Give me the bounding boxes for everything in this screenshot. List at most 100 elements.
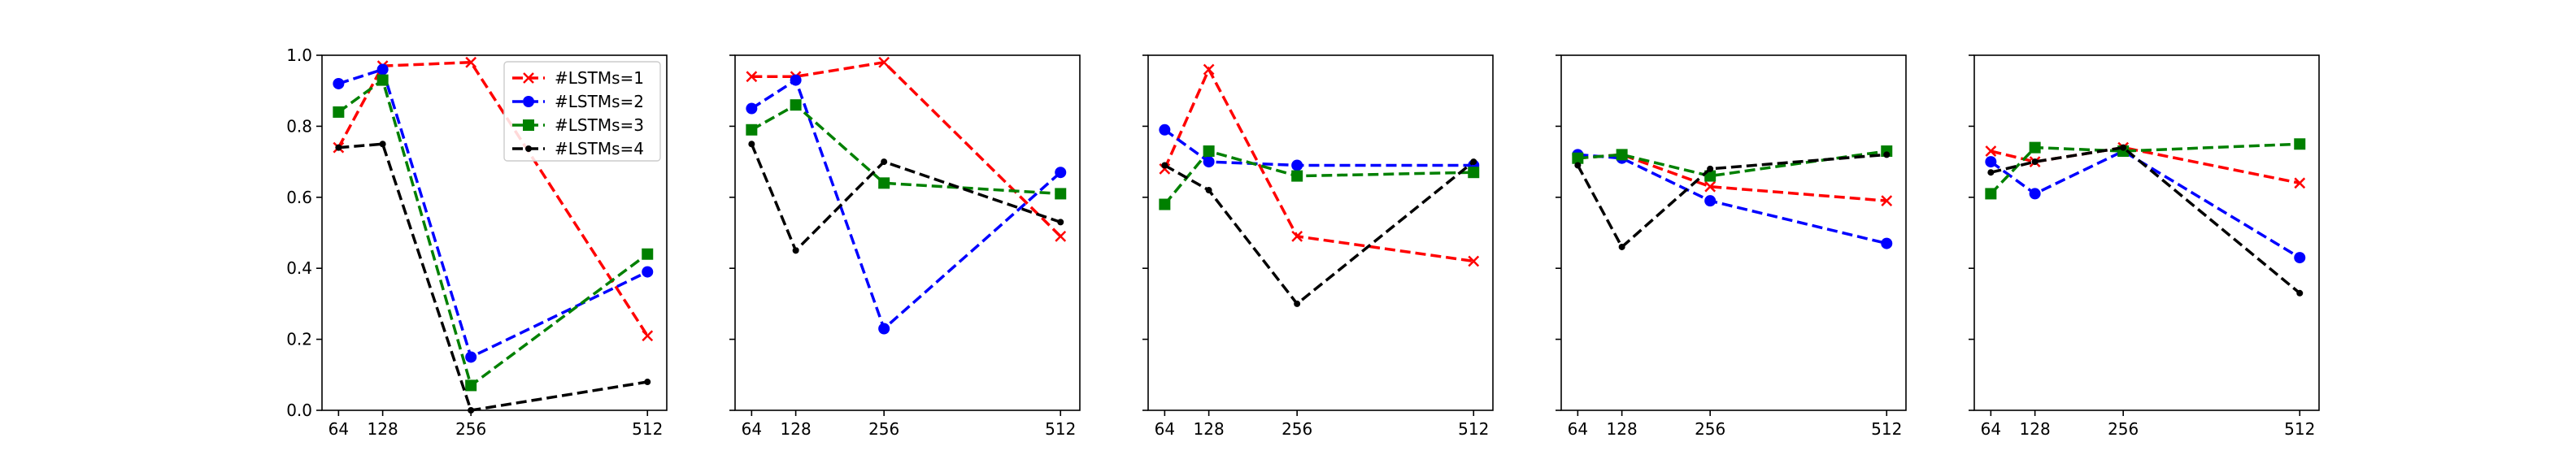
data-point [1291, 170, 1303, 182]
series-line-3 [1990, 142, 2300, 195]
legend-entry: #LSTMs=3 [555, 115, 644, 135]
data-point [333, 77, 345, 89]
series-line-3 [1577, 150, 1887, 178]
data-point [1572, 152, 1584, 164]
data-point [1883, 151, 1891, 158]
data-point [1203, 63, 1215, 76]
x-tick-label: 256 [455, 419, 486, 439]
panel-2: 64 128 256 512 [729, 54, 1081, 439]
data-point [878, 56, 890, 68]
x-tick-label: 256 [1281, 419, 1312, 439]
data-point [1055, 188, 1067, 200]
data-point [642, 248, 654, 260]
axes-frame [1973, 54, 2320, 411]
legend-entry: #LSTMs=1 [555, 68, 644, 88]
data-point [790, 99, 802, 111]
x-tick-label: 256 [868, 419, 899, 439]
panel-5: 64 128 256 512 [1969, 54, 2320, 439]
series-line-2 [751, 77, 1062, 332]
data-point [1881, 195, 1893, 207]
x-tick-label: 128 [1194, 419, 1225, 439]
data-point [2294, 252, 2306, 264]
y-tick-label: 0.0 [286, 401, 312, 420]
legend-marker [523, 119, 534, 131]
data-point [376, 74, 389, 86]
data-point [1294, 300, 1301, 307]
x-tick-label: 64 [742, 419, 762, 439]
y-tick-label: 0.6 [286, 188, 312, 207]
data-point [746, 71, 758, 83]
data-point [1468, 255, 1480, 267]
data-point [335, 144, 342, 151]
legend: #LSTMs=1 #LSTMs=2 #LSTMs=3 #LSTMs=4 [503, 61, 661, 162]
data-point [1055, 230, 1067, 242]
data-point [748, 141, 755, 148]
x-tick-label: 128 [1607, 419, 1638, 439]
data-point [379, 141, 386, 148]
data-point [790, 74, 802, 86]
data-point [1707, 165, 1714, 172]
data-point [746, 102, 758, 115]
data-point [878, 177, 890, 189]
series-line-4 [1576, 153, 1887, 249]
data-point [465, 351, 477, 363]
series-line-3 [751, 103, 1061, 196]
data-point [792, 247, 799, 254]
x-tick-label: 64 [1981, 419, 2001, 439]
data-point [881, 158, 888, 166]
data-point [2296, 289, 2304, 297]
y-tick-label: 0.4 [286, 258, 312, 278]
data-point [1159, 198, 1171, 210]
data-point [1291, 230, 1303, 242]
data-point [376, 63, 389, 76]
series-line-1 [1163, 66, 1474, 263]
x-tick-label: 512 [1458, 419, 1489, 439]
data-point [1574, 162, 1582, 169]
data-point [1985, 145, 1997, 157]
legend-marker [523, 72, 534, 84]
series-line-4 [750, 143, 1061, 254]
legend-entry: #LSTMs=2 [555, 92, 644, 111]
data-point [642, 330, 654, 342]
data-point [1203, 145, 1215, 157]
y-tick-label: 0.8 [286, 116, 312, 136]
data-point [1161, 162, 1168, 169]
data-point [1057, 219, 1064, 226]
series-line-3 [337, 77, 649, 388]
legend-marker [525, 145, 532, 152]
axes-frame [1147, 54, 1494, 411]
data-point [1985, 156, 1997, 168]
data-point [1159, 124, 1171, 136]
x-tick-label: 512 [2284, 419, 2315, 439]
data-point [2029, 141, 2041, 154]
panel-1: 0.00.20.40.60.81.064 128 256 512#LSTMs=1#LS… [286, 46, 668, 439]
legend-frame [503, 61, 661, 162]
y-tick-label: 1.0 [286, 46, 312, 65]
x-tick-label: 128 [781, 419, 812, 439]
series-line-4 [338, 142, 648, 412]
data-point [644, 379, 651, 386]
x-tick-label: 512 [1045, 419, 1076, 439]
data-point [746, 124, 758, 136]
series-line-2 [337, 67, 649, 359]
data-point [465, 56, 477, 68]
data-point [1616, 149, 1628, 161]
x-tick-label: 128 [368, 419, 398, 439]
data-point [2120, 144, 2127, 151]
data-point [1985, 188, 1997, 200]
data-point [1618, 243, 1625, 250]
data-point [2294, 138, 2306, 150]
data-point [1055, 167, 1067, 179]
legend-entry: #LSTMs=4 [555, 139, 644, 158]
series-line-4 [1164, 160, 1475, 306]
x-tick-label: 64 [1155, 419, 1175, 439]
data-point [1704, 180, 1717, 193]
data-point [1468, 167, 1480, 179]
x-tick-label: 512 [1871, 419, 1902, 439]
data-point [333, 106, 345, 118]
data-point [2294, 177, 2306, 189]
panel-4: 64 128 256 512 [1556, 54, 1907, 439]
x-tick-label: 512 [632, 419, 663, 439]
axes-frame [1560, 54, 1907, 411]
